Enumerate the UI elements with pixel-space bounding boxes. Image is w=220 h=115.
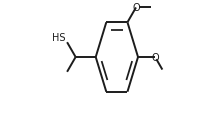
Text: HS: HS <box>52 32 65 42</box>
Text: O: O <box>151 53 159 62</box>
Text: O: O <box>132 3 140 13</box>
